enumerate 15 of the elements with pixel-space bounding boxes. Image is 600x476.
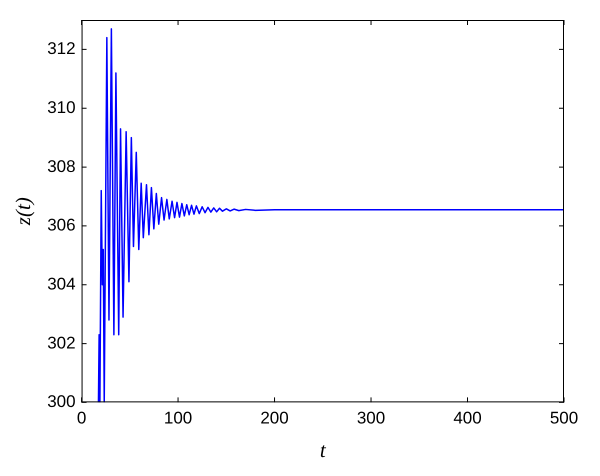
y-tick-label: 308 (47, 156, 76, 176)
y-tick-label: 302 (47, 333, 76, 352)
y-tick-label: 310 (47, 98, 76, 117)
x-tick-label: 400 (453, 408, 482, 428)
y-tick-label: 300 (47, 392, 76, 412)
x-tick-label: 300 (356, 408, 386, 428)
y-tick-label: 304 (47, 274, 76, 294)
x-tick-label: 500 (550, 408, 578, 428)
y-tick-label: 306 (47, 216, 76, 235)
x-tick-label: 200 (260, 408, 289, 428)
y-tick-label: 312 (47, 39, 76, 58)
y-axis-title: z(t) (11, 197, 36, 226)
x-tick-label: 0 (76, 408, 86, 428)
x-axis-title: t (320, 438, 327, 462)
x-tick-label: 100 (164, 408, 192, 428)
